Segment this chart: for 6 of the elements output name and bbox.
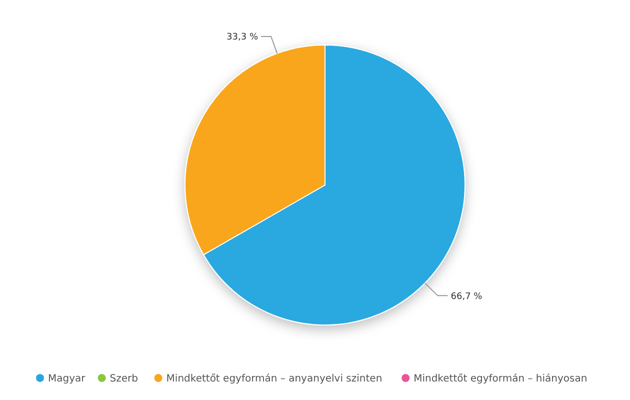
legend-label: Magyar <box>48 374 86 384</box>
data-label: 66,7 % <box>450 292 483 302</box>
legend-label: Mindkettőt egyformán – anyanyelvi szinten <box>166 374 382 384</box>
legend-label: Mindkettőt egyformán – hiányosan <box>414 374 588 384</box>
data-label: 33,3 % <box>226 32 258 43</box>
legend-label: Szerb <box>110 374 138 384</box>
